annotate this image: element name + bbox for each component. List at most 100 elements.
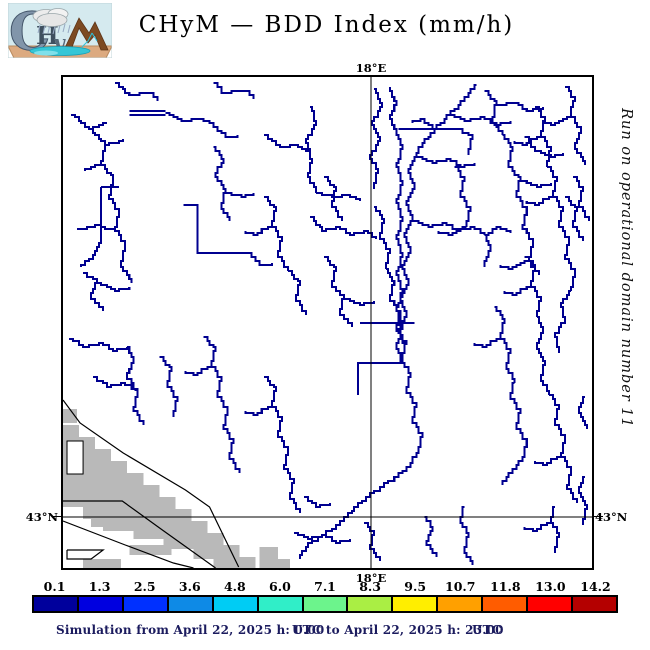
river-segment <box>548 394 566 439</box>
river-segment <box>184 366 212 376</box>
river-segment <box>298 362 424 559</box>
footer-utc-label: UTC <box>472 623 502 637</box>
river-segment <box>503 286 531 296</box>
side-note: Run on operational domain number 11 <box>618 108 634 428</box>
no-data-area <box>91 517 118 527</box>
river-segment <box>424 516 438 557</box>
river-segment <box>509 382 528 443</box>
colorbar-cell <box>393 597 437 611</box>
colorbar-value: 2.5 <box>133 579 156 594</box>
coord-label-right: 43°N <box>595 510 628 524</box>
river-segment <box>323 176 344 221</box>
river-segment <box>203 336 229 411</box>
coord-label-top: 18°E <box>355 61 387 75</box>
river-segment <box>126 346 139 393</box>
river-segment <box>369 88 384 189</box>
footer-simulation-to: UTC to April 22, 2025 h: 23.00 <box>292 623 504 637</box>
river-segment <box>244 226 272 236</box>
river-segment <box>159 356 179 417</box>
river-segment <box>213 146 231 221</box>
river-segment <box>364 522 382 561</box>
river-segment <box>483 234 492 267</box>
colorbar-labels: 0.1 1.3 2.5 3.6 4.8 6.0 7.1 8.3 9.5 10.7 11.8 13.0 1… <box>32 579 618 594</box>
logo-letter-h: H <box>36 21 59 50</box>
river-segment <box>533 456 561 466</box>
river-segment <box>535 316 550 395</box>
river-segment <box>77 224 117 231</box>
latitude-tick-right <box>594 516 603 517</box>
river-segment <box>577 396 588 429</box>
footer-simulation-from: Simulation from April 22, 2025 h: 0.00 <box>56 623 325 637</box>
river-segment <box>572 176 590 221</box>
river-segment <box>344 298 376 306</box>
river-segment <box>494 306 516 383</box>
river-segment <box>525 196 553 206</box>
logo-rain <box>37 23 71 35</box>
river-map-canvas <box>63 77 592 568</box>
latitude-tick-left <box>52 516 61 517</box>
river-segment <box>293 532 352 544</box>
river-segment <box>389 87 404 364</box>
colorbar-value: 0.1 <box>43 579 66 594</box>
river-segment <box>80 187 103 267</box>
no-data-area <box>83 559 122 568</box>
river-segment <box>263 134 311 153</box>
river-segment <box>165 112 239 138</box>
river-segment <box>69 338 129 352</box>
river-segment <box>450 114 512 126</box>
river-segment <box>397 84 477 363</box>
colorbar-cell <box>123 597 167 611</box>
river-segment <box>501 443 528 485</box>
river-segment <box>541 116 571 126</box>
river-segment <box>323 256 354 327</box>
river-segment <box>513 136 541 146</box>
river-segment <box>263 196 289 271</box>
river-segment <box>411 118 437 130</box>
colorbar-cell <box>78 597 122 611</box>
coastline <box>66 549 105 560</box>
river-segment <box>71 114 133 283</box>
coastline <box>63 520 194 568</box>
river-segment <box>412 220 486 235</box>
river-segment <box>559 439 578 503</box>
river-segment <box>287 270 307 315</box>
colorbar-value: 3.6 <box>178 579 201 594</box>
coastline <box>63 500 216 568</box>
river-segment <box>546 166 570 241</box>
colorbar-cell <box>348 597 392 611</box>
river-segment <box>222 411 241 473</box>
river-segment <box>499 260 529 270</box>
river-segment <box>83 272 105 311</box>
river-segment <box>225 192 255 198</box>
river-segment <box>564 196 584 241</box>
colorbar <box>32 595 618 613</box>
river-segment <box>303 496 332 508</box>
river-segment <box>89 122 108 130</box>
river-segment <box>553 290 571 353</box>
colorbar-value: 4.8 <box>223 579 246 594</box>
colorbar-value: 11.8 <box>490 579 521 594</box>
river-segment <box>282 451 301 513</box>
colorbar-value: 10.7 <box>445 579 476 594</box>
colorbar-cell <box>303 597 347 611</box>
river-segment <box>132 393 145 425</box>
logo-water-puddle <box>29 32 98 56</box>
page-title: CHyM — BDD Index (mm/h) <box>138 12 515 38</box>
colorbar-cell <box>573 597 616 611</box>
no-data-area <box>63 425 256 568</box>
river-segment <box>459 506 474 565</box>
colorbar-value: 13.0 <box>535 579 566 594</box>
river-segment <box>357 362 403 395</box>
colorbar-cell <box>213 597 257 611</box>
river-segment <box>304 106 317 193</box>
river-segment <box>263 376 289 451</box>
river-segment <box>105 139 125 146</box>
river-segment <box>521 211 540 275</box>
river-segment <box>520 180 552 188</box>
river-segment <box>473 338 501 348</box>
no-data-area <box>259 547 290 568</box>
colorbar-cell <box>438 597 482 611</box>
river-segment <box>523 522 551 532</box>
colorbar-value: 7.1 <box>314 579 336 594</box>
chym-logo: C H y <box>7 2 113 64</box>
